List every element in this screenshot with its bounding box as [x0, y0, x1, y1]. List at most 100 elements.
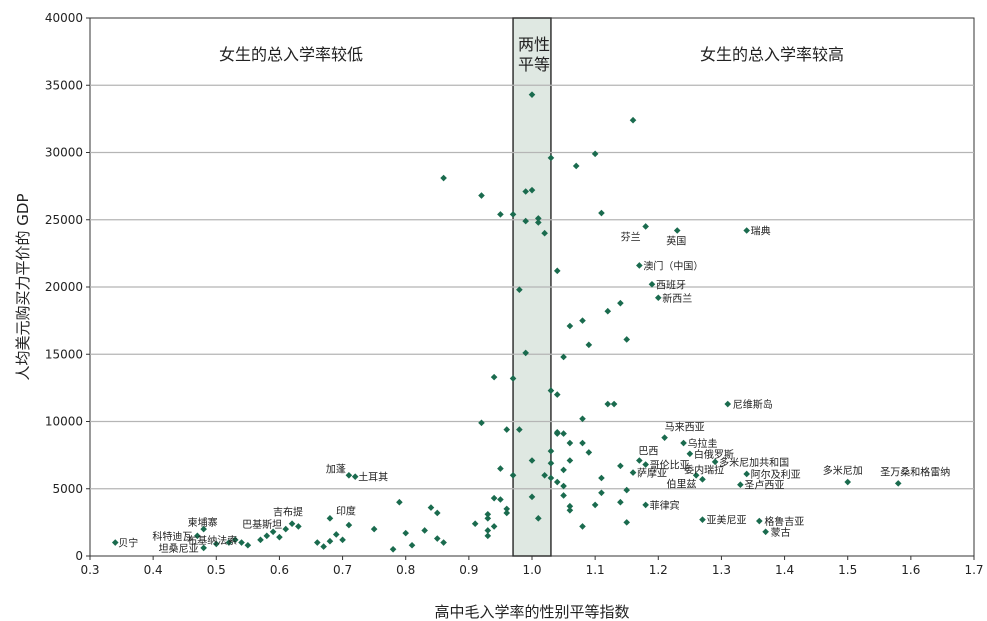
point-label: 阿尔及利亚	[751, 468, 801, 481]
labeled-data-point	[743, 227, 750, 234]
x-tick-label: 0.9	[459, 563, 478, 577]
data-point	[566, 439, 574, 447]
data-point	[547, 447, 555, 455]
data-point	[553, 428, 561, 436]
data-point	[212, 540, 220, 548]
labeled-data-point	[269, 528, 277, 536]
y-axis-ticks: 0 5000 10000 15000 20000 25000 30000 35000 40000	[45, 11, 90, 563]
point-label: 西班牙	[656, 279, 686, 291]
data-point	[566, 322, 574, 330]
data-point	[497, 496, 504, 503]
x-tick-label: 1.6	[901, 563, 920, 577]
point-label: 萨摩亚	[637, 467, 667, 480]
data-point	[326, 537, 334, 545]
data-point	[408, 541, 416, 549]
data-point	[553, 391, 561, 398]
data-point	[427, 504, 435, 511]
data-point	[471, 520, 479, 528]
x-tick-label: 0.3	[80, 563, 99, 577]
data-point	[522, 217, 529, 225]
data-point	[497, 211, 504, 218]
data-point	[585, 449, 593, 456]
data-point	[257, 536, 264, 544]
data-point	[497, 465, 504, 472]
data-point	[560, 466, 567, 474]
labeled-data-point	[844, 478, 852, 486]
grid-lines	[90, 84, 974, 490]
point-label: 哥伦比亚	[650, 459, 690, 472]
labeled-data-point	[326, 515, 334, 522]
data-point	[490, 523, 498, 530]
labeled-data-point	[351, 473, 359, 480]
data-point	[528, 91, 536, 98]
data-point	[440, 174, 447, 182]
data-point	[547, 387, 555, 394]
x-tick-label: 1.1	[586, 563, 605, 577]
labeled-data-point	[724, 400, 732, 408]
point-label: 尼维斯岛	[733, 398, 773, 411]
region-label-band-line2: 平等	[518, 55, 550, 74]
labeled-data-point	[231, 536, 239, 544]
data-point	[314, 539, 321, 546]
labeled-data-point	[636, 262, 643, 269]
labeled-data-point	[654, 294, 662, 302]
point-label: 马来西亚	[665, 422, 705, 434]
data-point	[598, 489, 605, 497]
data-point	[579, 317, 586, 324]
labeled-data-point	[629, 469, 637, 476]
region-label-left: 女生的总入学率较低	[219, 45, 363, 64]
y-tick-label: 30000	[45, 146, 83, 160]
x-tick-label: 0.8	[396, 563, 415, 577]
data-point	[547, 154, 555, 162]
data-point	[535, 219, 542, 226]
point-label: 土耳其	[358, 471, 388, 484]
data-point	[484, 527, 492, 534]
data-point	[591, 150, 599, 158]
point-label: 蒙古	[771, 526, 791, 539]
data-point	[604, 307, 612, 315]
data-point	[535, 515, 542, 522]
data-point	[560, 492, 567, 499]
data-point	[553, 267, 561, 275]
data-points	[111, 91, 902, 553]
data-point	[396, 498, 403, 506]
x-tick-label: 1.0	[522, 563, 541, 577]
data-point	[623, 519, 631, 526]
point-label: 吉布提	[273, 507, 303, 519]
data-point	[528, 457, 536, 464]
labeled-data-point	[642, 223, 649, 230]
x-axis-title: 高中毛入学率的性别平等指数	[434, 603, 629, 621]
data-point	[553, 478, 561, 486]
data-point	[345, 521, 353, 529]
data-point	[225, 539, 233, 546]
data-point	[547, 459, 555, 467]
y-tick-label: 25000	[45, 213, 83, 227]
data-point	[490, 373, 498, 381]
y-tick-label: 10000	[45, 415, 83, 429]
point-label: 瑞典	[751, 225, 771, 238]
data-point	[547, 474, 555, 482]
labeled-data-point	[642, 461, 649, 468]
data-point	[610, 400, 618, 408]
data-point	[484, 532, 492, 540]
x-tick-label: 0.6	[270, 563, 289, 577]
x-tick-label: 1.4	[775, 563, 794, 577]
point-label: 乌拉圭	[688, 437, 718, 450]
point-label: 圣万桑和格雷纳	[880, 465, 950, 478]
labeled-data-point	[762, 528, 769, 536]
data-point	[591, 501, 599, 509]
data-point	[433, 509, 441, 517]
y-tick-label: 35000	[45, 78, 83, 92]
point-label: 多米尼加共和国	[719, 456, 789, 469]
data-point	[263, 532, 271, 540]
x-tick-label: 1.2	[649, 563, 668, 577]
region-label-right: 女生的总入学率较高	[700, 45, 844, 64]
data-point	[503, 426, 511, 433]
data-point	[484, 515, 492, 522]
data-point	[402, 529, 410, 537]
data-point	[433, 535, 441, 542]
y-tick-label: 40000	[45, 11, 83, 25]
data-point	[617, 498, 624, 506]
data-point	[276, 533, 283, 541]
